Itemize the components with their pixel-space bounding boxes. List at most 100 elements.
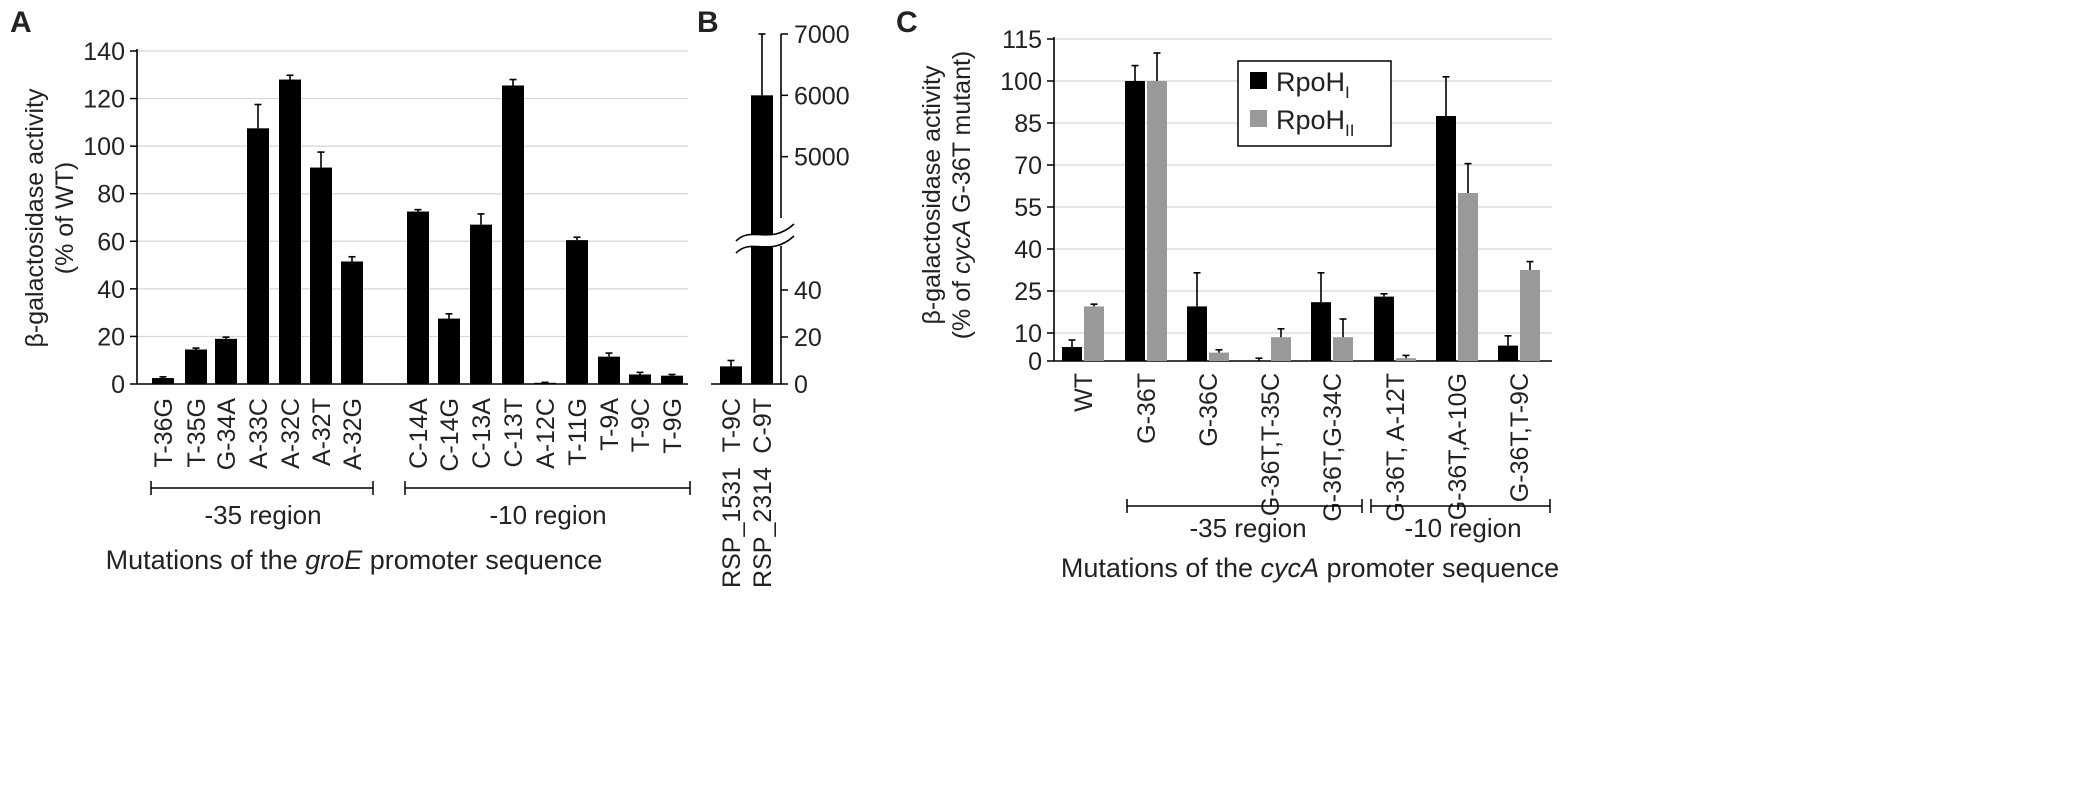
y-tick-label: 0 — [794, 371, 808, 399]
y-tick-label: 0 — [111, 371, 125, 399]
bar — [502, 85, 524, 384]
x-tick-label: G-36T — [1133, 373, 1161, 444]
region-label: -35 region — [204, 500, 321, 530]
bar — [279, 79, 301, 385]
y-tick-label: 80 — [97, 181, 125, 209]
bar-series-2 — [1333, 337, 1353, 361]
x-tick-label: T-9G — [659, 398, 687, 454]
x-tick-label: A-12C — [532, 398, 560, 469]
y-tick-label: 55 — [1014, 194, 1042, 222]
bar-series-2 — [1209, 352, 1229, 361]
bar — [720, 366, 742, 384]
y-tick-label: 140 — [83, 38, 125, 66]
legend-swatch — [1250, 110, 1267, 127]
y-tick-label: 40 — [1014, 236, 1042, 264]
bar-series-1 — [1187, 306, 1207, 361]
bar — [661, 375, 683, 384]
panel-c-chart: C 010 25 40 55 70 85 100 115 β-galactosidase acti… — [896, 6, 1559, 583]
y-axis-title-line1: β-galactosidase activity — [21, 88, 49, 347]
y-tick-label: 20 — [794, 324, 822, 352]
bar-series-2 — [1520, 270, 1540, 361]
bar — [310, 167, 332, 384]
x-tick-label: A-32G — [339, 398, 367, 470]
x-tick-label: G-36T,T-35C — [1257, 373, 1285, 516]
y-tick-label: 7000 — [794, 21, 850, 49]
x-tick-label: G-36T,G-34C — [1319, 373, 1347, 522]
y-tick-label: 115 — [1002, 26, 1042, 54]
x-tick-label: C-14G — [436, 398, 464, 472]
y-tick-label: 5000 — [794, 144, 850, 172]
bar — [152, 378, 174, 384]
x-tick-label: A-33C — [245, 398, 273, 469]
x-tick-label: T-9A — [596, 398, 624, 451]
legend-label: RpoHII — [1276, 105, 1354, 140]
bar-series-2 — [1396, 358, 1416, 361]
x-tick-label: WT — [1070, 373, 1098, 412]
bar — [215, 338, 237, 384]
y-tick-label: 100 — [1000, 68, 1042, 96]
bar-series-1 — [1498, 345, 1518, 361]
footer-label: Mutations of the groE promoter sequence — [106, 545, 603, 575]
x-tick-label: T-35G — [183, 398, 211, 467]
region-label: -10 region — [489, 500, 606, 530]
axis-break-line — [735, 223, 795, 242]
bar-series-1 — [1374, 296, 1394, 361]
y-axis-title-line1: β-galactosidase activity — [918, 65, 946, 324]
x-tick-label: A-32T — [308, 398, 336, 466]
bar — [341, 261, 363, 384]
bar — [534, 382, 556, 384]
bar-series-2 — [1147, 81, 1167, 361]
x-tick-label: C-9T — [749, 398, 777, 454]
x-tick-label: T-9C — [718, 398, 746, 452]
bar-series-2 — [1271, 337, 1291, 361]
x-tick-label: A-32C — [277, 398, 305, 469]
y-tick-label: 100 — [83, 133, 125, 161]
y-tick-label: 40 — [97, 276, 125, 304]
y-axis-title-line2: (% of WT) — [51, 162, 79, 275]
region-label: -10 region — [1404, 513, 1521, 543]
x-tick-label: C-13T — [500, 398, 528, 467]
x-sub-label: RSP_2314 — [749, 467, 777, 588]
x-tick-label: G-36C — [1195, 373, 1223, 447]
bar — [566, 240, 588, 384]
bar — [247, 128, 269, 384]
panel-b-letter: B — [697, 6, 719, 39]
x-tick-label: G-36T,A-10G — [1444, 373, 1472, 520]
y-tick-label: 40 — [794, 277, 822, 305]
bar — [185, 349, 207, 384]
x-tick-label: G-34A — [213, 398, 241, 471]
x-tick-label: G-36T, A-12T — [1382, 373, 1410, 522]
y-tick-label: 120 — [83, 86, 125, 114]
legend-swatch — [1250, 72, 1267, 89]
axis-break-line — [735, 235, 795, 254]
y-tick-label: 85 — [1014, 110, 1042, 138]
x-tick-label: T-9C — [627, 398, 655, 452]
bar — [470, 224, 492, 384]
x-tick-label: T-36G — [150, 398, 178, 467]
bar-series-2 — [1084, 306, 1104, 361]
panel-c-letter: C — [896, 6, 918, 39]
bar-series-1 — [1125, 81, 1145, 361]
region-label: -35 region — [1189, 513, 1306, 543]
bar — [629, 374, 651, 384]
y-tick-label: 60 — [97, 228, 125, 256]
bar — [438, 318, 460, 384]
y-tick-label: 0 — [1028, 348, 1042, 376]
bar — [598, 356, 620, 384]
bar-series-1 — [1062, 347, 1082, 361]
y-tick-label: 20 — [97, 323, 125, 351]
legend-label: RpoHI — [1276, 67, 1350, 102]
y-axis-title-line2: (% of cycA G-36T mutant) — [948, 51, 976, 340]
x-sub-label: RSP_1531 — [718, 467, 746, 588]
y-tick-label: 25 — [1014, 278, 1042, 306]
panel-a-chart: A 0 20 40 60 80 100 120 140 β-galactosidase activ… — [10, 6, 691, 575]
x-tick-label: C-14A — [405, 398, 433, 469]
panel-a-letter: A — [10, 6, 32, 39]
x-tick-label: C-13A — [468, 398, 496, 469]
bar — [407, 211, 429, 384]
y-tick-label: 10 — [1014, 320, 1042, 348]
bar-series-1 — [1311, 302, 1331, 361]
bar-series-1 — [1436, 116, 1456, 361]
